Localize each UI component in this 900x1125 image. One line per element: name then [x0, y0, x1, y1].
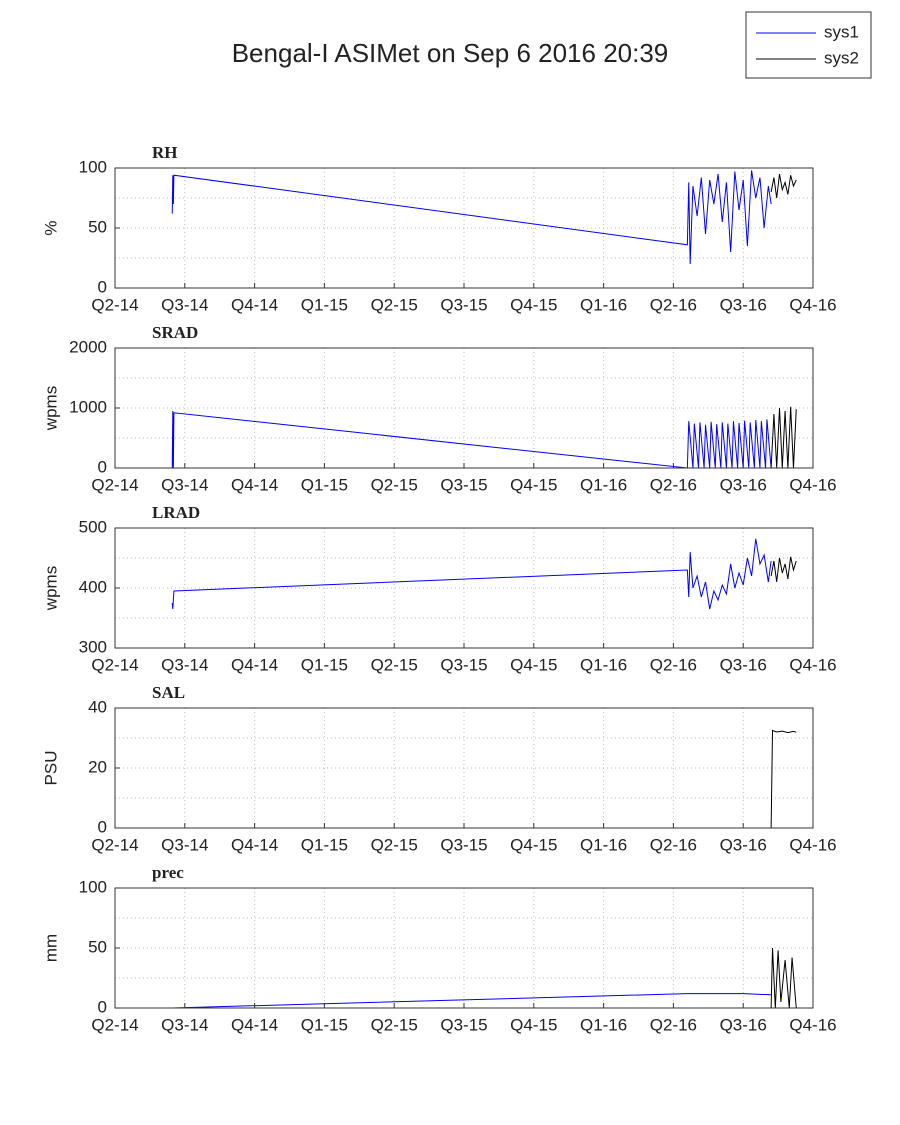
data-line	[171, 170, 772, 265]
x-tick-label: Q2-15	[371, 835, 418, 854]
x-tick-label: Q4-14	[231, 475, 278, 494]
y-tick-label: 100	[79, 157, 107, 176]
x-tick-label: Q2-16	[650, 295, 697, 314]
x-tick-label: Q2-14	[91, 295, 138, 314]
figure-title: Bengal-I ASIMet on Sep 6 2016 20:39	[232, 38, 669, 68]
x-tick-label: Q3-14	[161, 835, 208, 854]
y-axis-label: %	[41, 220, 60, 235]
x-tick-label: Q2-14	[91, 835, 138, 854]
x-tick-label: Q2-14	[91, 475, 138, 494]
x-tick-label: Q4-16	[789, 295, 836, 314]
x-tick-label: Q2-14	[91, 1015, 138, 1034]
y-tick-label: 0	[98, 997, 107, 1016]
x-tick-label: Q1-16	[580, 655, 627, 674]
x-tick-label: Q4-16	[789, 655, 836, 674]
y-tick-label: 1000	[69, 397, 107, 416]
x-tick-label: Q2-15	[371, 475, 418, 494]
x-tick-label: Q4-14	[231, 295, 278, 314]
data-line	[770, 556, 797, 583]
x-tick-label: Q3-15	[440, 295, 487, 314]
data-line	[770, 406, 797, 469]
y-tick-label: 40	[88, 697, 107, 716]
y-axis-label: mm	[41, 934, 60, 962]
y-tick-label: 50	[88, 937, 107, 956]
x-tick-label: Q3-15	[440, 655, 487, 674]
subplot-title: RH	[152, 143, 178, 162]
x-tick-label: Q2-16	[650, 835, 697, 854]
x-tick-label: Q4-14	[231, 655, 278, 674]
legend-label: sys1	[824, 22, 859, 41]
x-tick-label: Q3-14	[161, 295, 208, 314]
y-axis-label: wpms	[41, 566, 60, 611]
y-axis-label: PSU	[41, 751, 60, 786]
x-tick-label: Q3-16	[720, 295, 767, 314]
y-tick-label: 2000	[69, 337, 107, 356]
x-tick-label: Q1-16	[580, 295, 627, 314]
x-tick-label: Q2-15	[371, 295, 418, 314]
x-tick-label: Q3-15	[440, 475, 487, 494]
x-tick-label: Q4-16	[789, 475, 836, 494]
x-tick-label: Q1-15	[301, 475, 348, 494]
x-tick-label: Q2-15	[371, 655, 418, 674]
data-line	[171, 538, 772, 610]
x-tick-label: Q1-16	[580, 475, 627, 494]
x-tick-label: Q1-15	[301, 1015, 348, 1034]
x-tick-label: Q4-15	[510, 835, 557, 854]
x-tick-label: Q2-16	[650, 475, 697, 494]
y-tick-label: 100	[79, 877, 107, 896]
y-tick-label: 0	[98, 817, 107, 836]
data-line	[770, 729, 797, 829]
x-tick-label: Q1-15	[301, 655, 348, 674]
x-tick-label: Q3-15	[440, 835, 487, 854]
x-tick-label: Q3-14	[161, 655, 208, 674]
y-tick-label: 400	[79, 577, 107, 596]
x-tick-label: Q2-16	[650, 1015, 697, 1034]
subplot-title: SRAD	[152, 323, 198, 342]
x-tick-label: Q3-16	[720, 655, 767, 674]
x-tick-label: Q4-15	[510, 655, 557, 674]
subplot-title: SAL	[152, 683, 185, 702]
legend-box	[745, 11, 872, 79]
x-tick-label: Q4-15	[510, 295, 557, 314]
subplot-title: prec	[152, 863, 184, 882]
x-tick-label: Q3-15	[440, 1015, 487, 1034]
x-tick-label: Q4-14	[231, 835, 278, 854]
y-tick-label: 0	[98, 277, 107, 296]
data-line	[770, 947, 797, 1009]
y-tick-label: 500	[79, 517, 107, 536]
x-tick-label: Q4-16	[789, 1015, 836, 1034]
x-tick-label: Q3-16	[720, 1015, 767, 1034]
x-tick-label: Q3-16	[720, 475, 767, 494]
x-tick-label: Q4-15	[510, 475, 557, 494]
x-tick-label: Q3-14	[161, 1015, 208, 1034]
y-tick-label: 0	[98, 457, 107, 476]
x-tick-label: Q4-15	[510, 1015, 557, 1034]
x-tick-label: Q2-15	[371, 1015, 418, 1034]
x-tick-label: Q3-16	[720, 835, 767, 854]
x-tick-label: Q4-16	[789, 835, 836, 854]
y-tick-label: 50	[88, 217, 107, 236]
x-tick-label: Q1-16	[580, 1015, 627, 1034]
x-tick-label: Q2-16	[650, 655, 697, 674]
data-line	[172, 993, 772, 1009]
x-tick-label: Q4-14	[231, 1015, 278, 1034]
x-tick-label: Q1-16	[580, 835, 627, 854]
x-tick-label: Q1-15	[301, 295, 348, 314]
x-tick-label: Q3-14	[161, 475, 208, 494]
data-line	[171, 410, 772, 469]
y-tick-label: 300	[79, 637, 107, 656]
data-line	[770, 173, 797, 199]
y-axis-label: wpms	[41, 386, 60, 431]
x-tick-label: Q1-15	[301, 835, 348, 854]
x-tick-label: Q2-14	[91, 655, 138, 674]
y-tick-label: 20	[88, 757, 107, 776]
subplot-title: LRAD	[152, 503, 200, 522]
legend-label: sys2	[824, 48, 859, 67]
